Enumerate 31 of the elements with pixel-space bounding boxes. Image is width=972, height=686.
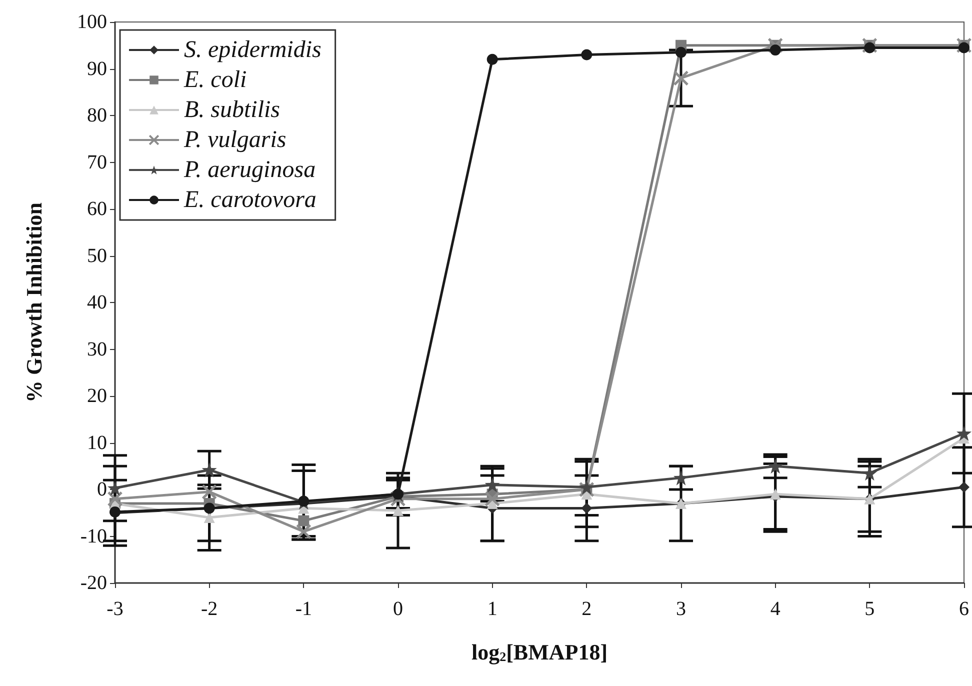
y-tick-label: 30 [87,338,107,360]
y-tick-label: 50 [87,244,107,267]
x-tick-label: -1 [295,598,312,620]
y-tick-label: -10 [80,525,107,548]
legend-label: P. vulgaris [183,127,286,153]
x-axis-title: log2[BMAP18] [471,640,608,664]
x-tick-label: -3 [106,598,124,620]
y-tick-label: 80 [87,104,107,126]
x-tick-label: 3 [676,598,686,620]
x-tick-label: 1 [487,598,498,620]
legend-label: S. epidermidis [184,37,322,63]
y-tick-label: -20 [80,572,107,594]
y-tick-label: 0 [97,478,107,500]
x-tick-label: -2 [200,598,218,620]
x-tick-label: 5 [864,598,875,620]
y-tick-label: 100 [77,11,107,33]
x-tick-label: 6 [959,598,969,620]
legend-label: B. subtilis [184,97,280,123]
y-tick-label: 40 [87,292,107,314]
y-tick-label: 60 [87,198,107,220]
x-tick-label: 2 [582,598,592,620]
legend-label: E. coli [183,67,247,93]
y-tick-label: 70 [87,151,107,174]
y-axis-title: % Growth Inhibition [22,202,46,403]
x-tick-label: 0 [393,598,403,620]
legend-label: P. aeruginosa [183,157,316,183]
x-tick-label: 4 [770,598,780,620]
y-tick-label: 90 [87,58,107,80]
y-tick-label: 10 [87,432,107,454]
legend-label: E. carotovora [183,187,316,213]
y-tick-label: 20 [87,385,107,407]
